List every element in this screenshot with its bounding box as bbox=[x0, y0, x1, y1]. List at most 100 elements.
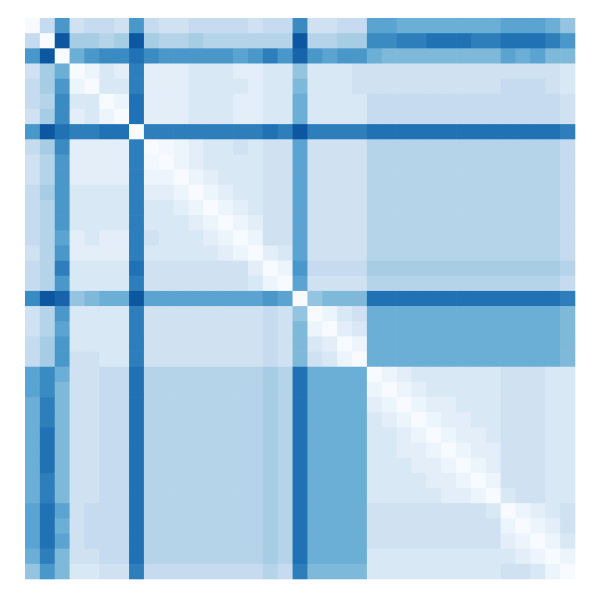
heatmap-cell bbox=[188, 108, 204, 125]
heatmap-cell bbox=[173, 154, 189, 170]
heatmap-cell bbox=[337, 18, 353, 34]
heatmap-cell bbox=[470, 63, 487, 79]
heatmap-cell bbox=[352, 442, 368, 459]
heatmap-cell bbox=[54, 412, 70, 428]
heatmap-cell bbox=[396, 230, 412, 246]
heatmap-cell bbox=[456, 48, 472, 64]
heatmap-cell bbox=[129, 427, 145, 443]
heatmap-cell bbox=[158, 290, 174, 307]
heatmap-cell bbox=[560, 336, 576, 352]
heatmap-cell bbox=[114, 306, 130, 322]
heatmap-cell bbox=[411, 442, 427, 459]
heatmap-cell bbox=[411, 260, 427, 277]
heatmap-cell bbox=[173, 381, 189, 398]
heatmap-cell bbox=[485, 78, 501, 95]
heatmap-cell bbox=[247, 154, 264, 170]
heatmap-cell bbox=[25, 199, 41, 216]
heatmap-cell bbox=[54, 199, 70, 216]
heatmap-cell bbox=[69, 381, 85, 398]
heatmap-cell bbox=[247, 78, 264, 95]
heatmap-cell bbox=[129, 139, 145, 155]
heatmap-cell bbox=[381, 245, 397, 261]
heatmap-cell bbox=[143, 275, 160, 292]
heatmap-cell bbox=[233, 93, 249, 110]
heatmap-cell bbox=[337, 412, 353, 428]
heatmap-cell bbox=[25, 63, 41, 79]
heatmap-cell bbox=[54, 245, 70, 261]
heatmap-cell bbox=[247, 63, 264, 79]
heatmap-cell bbox=[247, 488, 264, 504]
heatmap-cell bbox=[470, 154, 487, 170]
heatmap-cell bbox=[500, 169, 516, 186]
heatmap-cell bbox=[173, 457, 189, 474]
heatmap-cell bbox=[337, 442, 353, 459]
heatmap-cell bbox=[500, 108, 516, 125]
heatmap-cell bbox=[233, 124, 249, 140]
heatmap-cell bbox=[188, 290, 204, 307]
heatmap-cell bbox=[352, 48, 368, 64]
heatmap-cell bbox=[114, 124, 130, 140]
heatmap-cell bbox=[515, 139, 531, 155]
heatmap-cell bbox=[545, 48, 561, 64]
heatmap-cell bbox=[99, 442, 115, 459]
heatmap-cell bbox=[530, 442, 546, 459]
heatmap-cell bbox=[500, 154, 516, 170]
heatmap-cell bbox=[426, 397, 442, 413]
heatmap-cell bbox=[456, 321, 472, 337]
heatmap-cell bbox=[99, 472, 115, 489]
heatmap-cell bbox=[54, 518, 70, 534]
heatmap-cell bbox=[441, 306, 457, 322]
heatmap-cells bbox=[25, 18, 576, 580]
heatmap-cell bbox=[99, 18, 115, 34]
heatmap-cell bbox=[54, 260, 70, 277]
heatmap-cell bbox=[485, 518, 501, 534]
heatmap-cell bbox=[307, 108, 323, 125]
heatmap-cell bbox=[292, 215, 308, 231]
heatmap-cell bbox=[203, 548, 219, 565]
heatmap-cell bbox=[158, 199, 174, 216]
heatmap-cell bbox=[99, 154, 115, 170]
heatmap-cell bbox=[366, 275, 383, 292]
heatmap-cell bbox=[99, 306, 115, 322]
heatmap-cell bbox=[530, 78, 546, 95]
heatmap-cell bbox=[485, 275, 501, 292]
heatmap-cell bbox=[277, 215, 293, 231]
heatmap-cell bbox=[322, 290, 338, 307]
heatmap-cell bbox=[411, 215, 427, 231]
heatmap-cell bbox=[114, 63, 130, 79]
heatmap-cell bbox=[322, 215, 338, 231]
heatmap-cell bbox=[366, 245, 383, 261]
heatmap-cell bbox=[426, 321, 442, 337]
heatmap-cell bbox=[188, 245, 204, 261]
heatmap-cell bbox=[25, 518, 41, 534]
heatmap-cell bbox=[99, 457, 115, 474]
heatmap-cell bbox=[143, 397, 160, 413]
heatmap-cell bbox=[352, 412, 368, 428]
heatmap-cell bbox=[426, 563, 442, 580]
heatmap-cell bbox=[456, 457, 472, 474]
heatmap-cell bbox=[411, 124, 427, 140]
heatmap-cell bbox=[25, 442, 41, 459]
heatmap-cell bbox=[143, 548, 160, 565]
heatmap-cell bbox=[84, 336, 100, 352]
heatmap-cell bbox=[530, 427, 546, 443]
heatmap-cell bbox=[396, 199, 412, 216]
heatmap-cell bbox=[129, 124, 145, 140]
heatmap-cell bbox=[25, 93, 41, 110]
heatmap-cell bbox=[203, 108, 219, 125]
heatmap-cell bbox=[396, 563, 412, 580]
heatmap-cell bbox=[470, 548, 487, 565]
heatmap-cell bbox=[456, 184, 472, 201]
heatmap-cell bbox=[515, 427, 531, 443]
heatmap-cell bbox=[277, 412, 293, 428]
heatmap-cell bbox=[456, 442, 472, 459]
heatmap-cell bbox=[99, 321, 115, 337]
heatmap-cell bbox=[545, 290, 561, 307]
heatmap-cell bbox=[411, 503, 427, 519]
heatmap-cell bbox=[545, 381, 561, 398]
heatmap-cell bbox=[456, 33, 472, 49]
heatmap-cell bbox=[470, 457, 487, 474]
heatmap-cell bbox=[500, 18, 516, 34]
heatmap-cell bbox=[129, 154, 145, 170]
heatmap-cell bbox=[396, 48, 412, 64]
